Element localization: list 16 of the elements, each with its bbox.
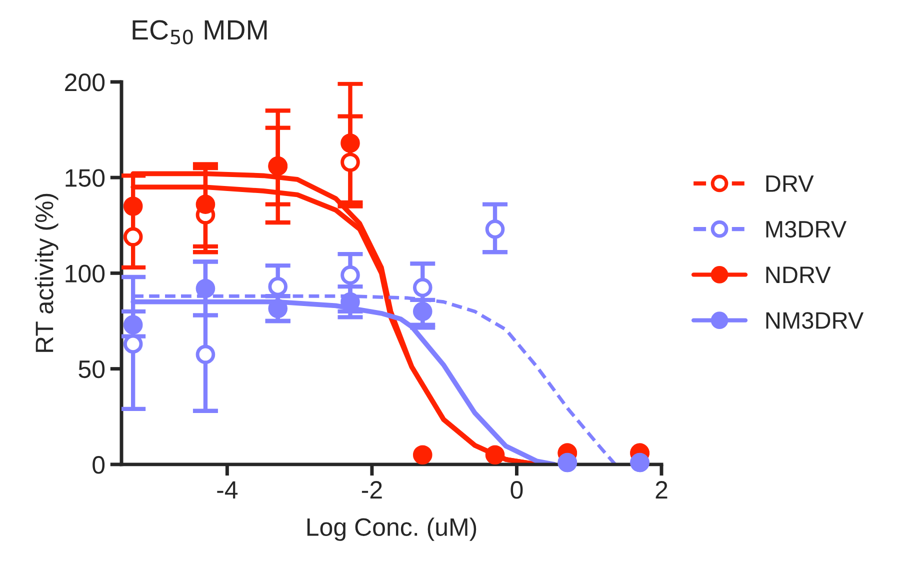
x-axis-title: Log Conc. (uM) <box>307 518 476 541</box>
x-tick-label: 2 <box>656 481 668 499</box>
chart-title: EC$_{50}$ MDM <box>132 20 267 44</box>
y-tick-label: 50 <box>78 360 105 378</box>
x-tick-label: -2 <box>362 481 382 499</box>
y-tick-label: 0 <box>92 456 105 474</box>
y-tick-label: 200 <box>65 74 105 92</box>
x-tick-label: 0 <box>510 481 523 499</box>
y-tick-label: 100 <box>66 264 105 282</box>
legend-label: NDRV <box>766 266 831 283</box>
legend-label: M3DRV <box>766 220 847 238</box>
y-tick-label: 150 <box>66 169 105 187</box>
legend-label: DRV <box>766 175 814 192</box>
y-axis-title: RT activity (%) <box>34 194 58 352</box>
x-tick-label: -4 <box>217 481 238 499</box>
legend-label: NM3DRV <box>766 312 864 329</box>
